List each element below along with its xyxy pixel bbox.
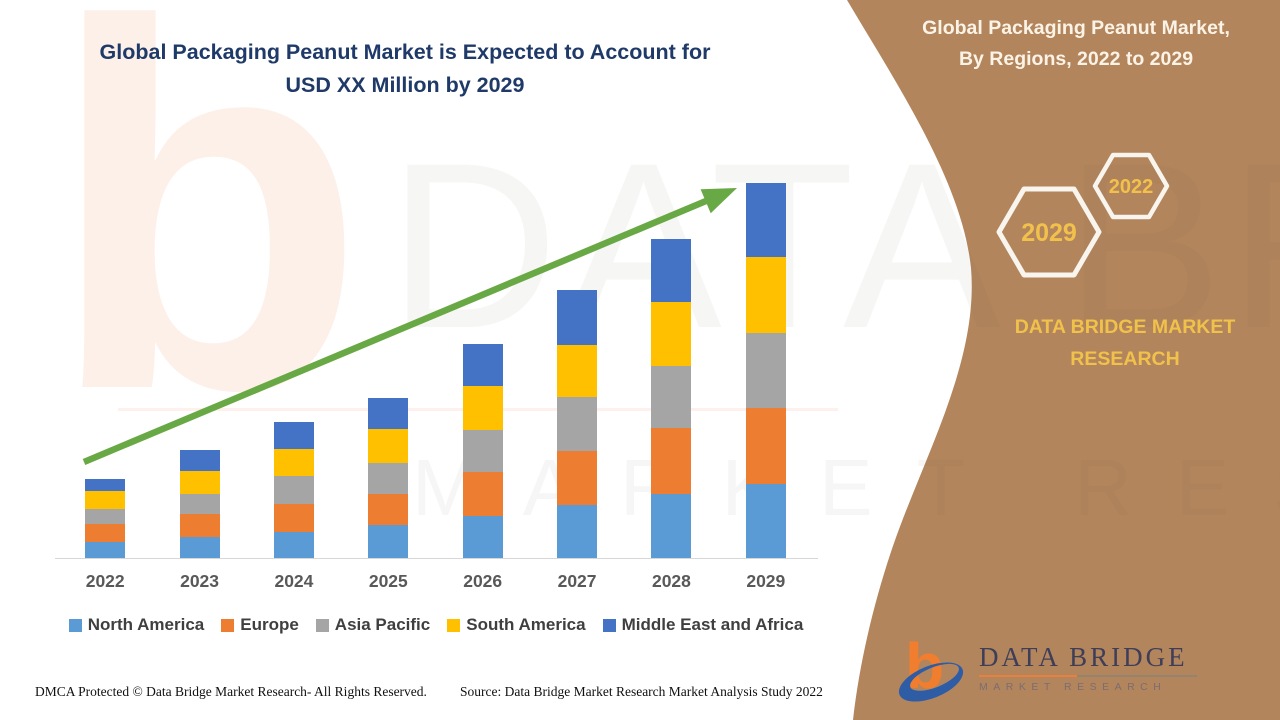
x-axis-label-2029: 2029 (746, 571, 786, 591)
bar-segment (85, 542, 126, 558)
chart-title-line2: USD XX Million by 2029 (285, 73, 525, 98)
legend-item: Europe (221, 615, 299, 635)
bar-segment (273, 504, 314, 532)
hexagon-2029-label: 2029 (1021, 219, 1077, 247)
data-bridge-logo-icon: b (891, 630, 971, 710)
legend-label: Europe (240, 615, 299, 634)
legend-label: Middle East and Africa (621, 615, 804, 634)
brand-name-text: DATA BRIDGE MARKET RESEARCH (1014, 316, 1236, 371)
bar-segment (651, 494, 692, 558)
bar-segment (651, 366, 692, 428)
stacked-bar-2028 (651, 239, 692, 558)
legend-item: Middle East and Africa (602, 615, 804, 635)
hexagon-2022 (1092, 152, 1170, 220)
side-panel-title: Global Packaging Peanut Market, By Regio… (890, 13, 1262, 75)
bar-segment (273, 449, 314, 476)
legend-label: North America (87, 615, 205, 634)
stacked-bar-2024 (273, 422, 314, 558)
chart-title: Global Packaging Peanut Market is Expect… (55, 36, 755, 103)
data-bridge-logo: b DATA BRIDGE MARKET RESEARCH (891, 630, 1197, 710)
bar-segment (85, 524, 126, 542)
bar-segment (651, 302, 692, 366)
stacked-bar-2022 (85, 479, 126, 558)
bar-segment (651, 428, 692, 494)
bar-segment (273, 422, 314, 449)
side-panel-background (847, 0, 1280, 720)
legend-item: Asia Pacific (315, 615, 431, 635)
legend-swatch-icon (68, 618, 82, 632)
side-panel-title-line1: Global Packaging Peanut Market, (922, 17, 1230, 39)
bar-segment (85, 479, 126, 491)
bar-segment (557, 345, 598, 397)
logo-tagline: MARKET RESEARCH (979, 681, 1167, 693)
bar-segment (745, 333, 786, 408)
copyright-text: DMCA Protected © Data Bridge Market Rese… (35, 684, 427, 699)
bar-segment (557, 451, 598, 505)
x-axis-label-2025: 2025 (368, 571, 408, 591)
bar-segment (273, 532, 314, 558)
bar-segment (462, 386, 503, 430)
bar-segment (179, 514, 220, 537)
x-axis-label-2024: 2024 (274, 571, 314, 591)
logo-blue-swoosh (891, 630, 971, 710)
bar-segment (179, 450, 220, 471)
source-text: Source: Data Bridge Market Research Mark… (460, 684, 823, 699)
bar-chart-plot-area (58, 183, 813, 558)
side-panel-title-line2: By Regions, 2022 to 2029 (958, 48, 1194, 71)
legend-label: Asia Pacific (334, 615, 431, 634)
x-axis-label-2023: 2023 (180, 571, 220, 591)
x-axis-label-2022: 2022 (85, 571, 125, 591)
bar-segment (745, 484, 786, 558)
x-axis-line (55, 558, 818, 559)
stacked-bar-2025 (368, 398, 409, 558)
bar-segment (85, 509, 126, 524)
chart-legend: North America Europe Asia Pacific South Ame… (55, 615, 817, 635)
hexagon-badges: 2022 2029 (996, 152, 1170, 278)
logo-name: DATA BRIDGE (979, 642, 1188, 672)
bar-segment (368, 463, 409, 494)
stacked-bar-2023 (179, 450, 220, 558)
chart-title-line1: Global Packaging Peanut Market is Expect… (99, 40, 711, 64)
stacked-bar-2026 (462, 344, 503, 558)
x-axis-label-2028: 2028 (651, 571, 691, 591)
logo-underline (979, 675, 1197, 677)
logo-text-block: DATA BRIDGE MARKET RESEARCH (979, 630, 1197, 710)
stacked-bar-2027 (557, 290, 598, 558)
bar-segment (368, 398, 409, 429)
legend-item: North America (68, 615, 205, 635)
bar-segment (179, 494, 220, 514)
bar-segment (557, 505, 598, 558)
bar-segment (557, 290, 598, 345)
bar-segment (462, 516, 503, 558)
stacked-bar-2029 (745, 183, 786, 558)
bar-segment (557, 397, 598, 451)
bar-segment (368, 494, 409, 525)
hexagon-2029 (996, 186, 1102, 278)
bar-segment (273, 476, 314, 504)
x-axis-label-2026: 2026 (463, 571, 503, 591)
bar-segment (462, 344, 503, 386)
legend-swatch-icon (447, 618, 461, 632)
bar-segment (368, 429, 409, 463)
bar-segment (745, 408, 786, 484)
bar-segment (179, 471, 220, 494)
bar-segment (651, 239, 692, 302)
legend-item: South America (447, 615, 586, 635)
bar-segment (462, 430, 503, 472)
legend-label: South America (466, 615, 586, 634)
bar-segment (462, 472, 503, 516)
bar-segment (85, 491, 126, 509)
bar-segment (368, 525, 409, 558)
x-axis-label-2027: 2027 (557, 571, 597, 591)
bar-segment (179, 537, 220, 558)
x-axis-labels: 2022 2023 2024 2025 2026 2027 2028 2029 (58, 571, 813, 592)
bar-segment (745, 257, 786, 333)
legend-swatch-icon (221, 618, 235, 632)
legend-swatch-icon (315, 618, 329, 632)
legend-swatch-icon (602, 618, 616, 632)
hexagon-2022-label: 2022 (1109, 176, 1154, 198)
bar-segment (745, 183, 786, 257)
